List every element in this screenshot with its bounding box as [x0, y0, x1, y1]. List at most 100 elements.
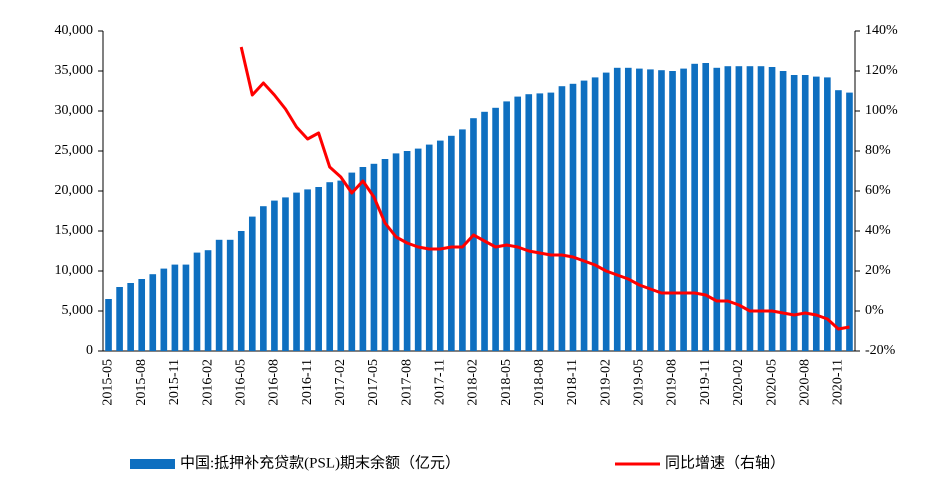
bar [613, 67, 621, 352]
bar [580, 80, 588, 351]
y-tick-label: 0 [86, 343, 93, 358]
bar [459, 129, 466, 351]
bar [846, 92, 853, 351]
x-tick-label: 2019-11 [698, 359, 713, 405]
bar [326, 182, 334, 351]
bar [271, 200, 278, 351]
bar [293, 192, 300, 351]
y2-tick-label: 40% [865, 223, 891, 238]
bar [757, 66, 765, 351]
bar [624, 67, 632, 352]
y2-tick-label: 100% [865, 103, 898, 118]
x-tick-label: 2015-05 [101, 359, 116, 406]
bar [481, 111, 488, 351]
bar [503, 101, 510, 352]
bar [348, 172, 356, 351]
x-tick-label: 2018-05 [499, 359, 514, 406]
bar [315, 187, 322, 351]
y2-tick-label: 0% [865, 303, 884, 318]
bar [735, 66, 743, 351]
bar [547, 92, 555, 351]
legend-label: 中国:抵押补充贷款(PSL)期末余额（亿元） [180, 453, 460, 471]
bar [337, 180, 345, 351]
bar [392, 153, 400, 351]
bar [182, 264, 190, 351]
bar [248, 216, 256, 351]
bar [149, 274, 157, 351]
bar [713, 67, 721, 352]
x-tick-label: 2017-05 [366, 359, 381, 406]
x-tick-label: 2015-08 [134, 359, 149, 406]
bar [370, 163, 378, 351]
bar [116, 287, 123, 351]
x-tick-label: 2016-11 [300, 359, 315, 405]
bar [105, 299, 112, 351]
x-tick-label: 2017-08 [399, 359, 414, 406]
bar [381, 159, 389, 351]
bar [403, 151, 411, 351]
y-tick-label: 30,000 [55, 103, 94, 118]
bar [824, 77, 831, 352]
x-tick-label: 2017-11 [433, 359, 448, 405]
bar [702, 63, 710, 351]
bar [746, 66, 754, 351]
bar [226, 239, 234, 351]
bar [680, 68, 687, 351]
y-tick-label: 40,000 [55, 23, 94, 38]
bar [448, 135, 455, 351]
x-tick-label: 2015-11 [167, 359, 182, 405]
bar [801, 75, 809, 351]
bar [160, 268, 168, 351]
bar [514, 96, 522, 351]
bar [193, 252, 201, 351]
bar [237, 231, 245, 351]
x-tick-label: 2019-05 [632, 359, 647, 406]
bar [138, 279, 146, 351]
x-tick-label: 2018-08 [532, 359, 547, 406]
bar [691, 63, 698, 352]
x-tick-label: 2016-08 [267, 359, 282, 406]
bar [359, 167, 367, 351]
y2-tick-label: -20% [865, 343, 896, 358]
y-tick-label: 15,000 [55, 223, 94, 238]
bar [127, 283, 134, 351]
x-tick-label: 2016-02 [200, 359, 215, 406]
bar [790, 75, 798, 351]
line [239, 46, 850, 331]
x-tick-label: 2020-08 [797, 359, 812, 406]
bar [647, 69, 654, 352]
bar [536, 93, 544, 352]
y2-tick-label: 140% [865, 23, 898, 38]
x-tick-label: 2020-05 [764, 359, 779, 406]
legend-swatch [130, 459, 175, 469]
bar [171, 264, 179, 351]
bar [414, 148, 422, 351]
x-tick-label: 2017-02 [333, 359, 348, 406]
y2-tick-label: 60% [865, 183, 891, 198]
bar [204, 250, 212, 351]
bar [835, 90, 842, 351]
bar [282, 197, 289, 351]
y2-tick-label: 80% [865, 143, 891, 158]
bar [779, 71, 787, 351]
y2-tick-label: 20% [865, 263, 891, 278]
y2-tick-label: 120% [865, 63, 898, 78]
legend-label: 同比增速（右轴） [665, 454, 785, 471]
bar [260, 206, 267, 351]
y-tick-label: 25,000 [55, 143, 94, 158]
bar [669, 71, 676, 351]
bar [558, 86, 566, 351]
bar [215, 239, 223, 351]
y-tick-label: 5,000 [62, 303, 94, 318]
bar [658, 70, 665, 351]
y-tick-label: 10,000 [55, 263, 94, 278]
y-tick-label: 20,000 [55, 183, 94, 198]
x-tick-label: 2018-11 [565, 359, 580, 405]
bar [436, 140, 444, 351]
bar [492, 107, 499, 351]
bar [304, 189, 311, 351]
x-tick-label: 2020-11 [831, 359, 846, 405]
bar [602, 72, 610, 351]
bar [812, 76, 820, 351]
